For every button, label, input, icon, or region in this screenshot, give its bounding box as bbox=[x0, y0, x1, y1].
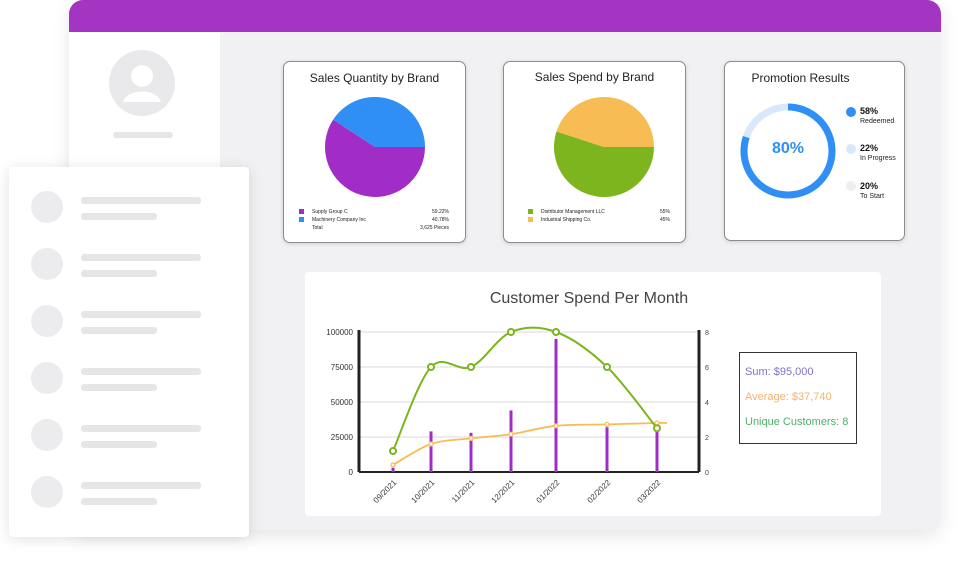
customers-point bbox=[467, 363, 475, 371]
redeemed-value: 58% bbox=[860, 106, 879, 116]
legend-swatch bbox=[299, 217, 304, 222]
customers-point bbox=[507, 328, 515, 336]
promotion-results-card[interactable]: Promotion Results 80% 58% Redeemed 22% I… bbox=[724, 61, 905, 241]
customers-point bbox=[552, 328, 560, 336]
right-tick-label: 4 bbox=[705, 400, 709, 407]
customers-point bbox=[603, 363, 611, 371]
stats-box: Sum: $95,000 Average: $37,740 Unique Cus… bbox=[739, 352, 857, 444]
chart-title: Customer Spend Per Month bbox=[490, 290, 688, 307]
average-point bbox=[390, 462, 396, 468]
user-icon bbox=[123, 65, 161, 102]
bar-10/2021 bbox=[429, 431, 433, 472]
left-tick-label: 50000 bbox=[331, 398, 354, 407]
to-start-label: To Start bbox=[860, 193, 885, 200]
x-tick-label: 02/2022 bbox=[586, 478, 613, 505]
bar-01/2022 bbox=[554, 339, 558, 472]
pie-slice-distributor bbox=[554, 131, 654, 197]
in-progress-value: 22% bbox=[860, 143, 879, 153]
redeemed-dot bbox=[846, 107, 856, 117]
x-tick-label: 09/2021 bbox=[372, 478, 399, 505]
right-tick-label: 0 bbox=[705, 470, 709, 477]
legend-swatch bbox=[299, 209, 304, 214]
stat-sum: Sum: $95,000 bbox=[745, 366, 814, 378]
avatar[interactable] bbox=[109, 50, 175, 116]
bar-02/2022 bbox=[605, 427, 609, 472]
pie-slice-supply-group bbox=[325, 119, 425, 197]
average-point bbox=[468, 435, 474, 441]
average-line bbox=[392, 421, 668, 466]
to-start-value: 20% bbox=[860, 181, 879, 191]
x-tick-label: 03/2022 bbox=[636, 478, 663, 505]
customers-point bbox=[653, 424, 661, 433]
list-item[interactable] bbox=[31, 362, 241, 394]
bar-12/2021 bbox=[509, 410, 513, 472]
right-tick-label: 8 bbox=[705, 330, 709, 337]
average-point bbox=[508, 431, 514, 437]
left-tick-label: 25000 bbox=[331, 433, 354, 442]
left-tick-label: 0 bbox=[349, 468, 354, 477]
list-item[interactable] bbox=[31, 305, 241, 337]
left-tick-label: 75000 bbox=[331, 363, 354, 372]
stat-average: Average: $37,740 bbox=[745, 391, 832, 403]
right-tick-label: 6 bbox=[705, 365, 709, 372]
quantity-pie-chart bbox=[325, 97, 425, 197]
customers-point bbox=[389, 447, 397, 455]
right-tick-label: 2 bbox=[705, 435, 709, 442]
sales-spend-card[interactable]: Sales Spend by Brand Distributor Managem… bbox=[503, 61, 686, 243]
card-title: Promotion Results bbox=[751, 71, 850, 85]
spend-pie-chart bbox=[554, 97, 654, 197]
x-tick-label: 12/2021 bbox=[490, 478, 517, 505]
customers-point bbox=[427, 363, 435, 371]
in-progress-label: In Progress bbox=[860, 155, 896, 162]
list-item[interactable] bbox=[31, 248, 241, 280]
card-title: Sales Spend by Brand bbox=[534, 70, 655, 84]
to-start-dot bbox=[846, 181, 856, 191]
donut-progress-arc bbox=[740, 103, 836, 199]
list-panel bbox=[9, 167, 249, 537]
pie-slice-industrial bbox=[556, 97, 654, 147]
redeemed-label: Redeemed bbox=[860, 118, 895, 125]
stat-unique-customers: Unique Customers: 8 bbox=[745, 416, 849, 428]
profile-name-placeholder bbox=[113, 132, 173, 138]
bar-09/2021 bbox=[391, 467, 395, 472]
legend-swatch bbox=[528, 209, 533, 214]
promotion-center-value: 80% bbox=[771, 140, 805, 157]
list-item[interactable] bbox=[31, 476, 241, 508]
pie-slice-machinery bbox=[333, 97, 425, 147]
average-point bbox=[428, 441, 434, 447]
list-item[interactable] bbox=[31, 191, 241, 223]
legend-swatch bbox=[528, 217, 533, 222]
left-tick-label: 100000 bbox=[326, 328, 353, 337]
promotion-donut-chart bbox=[740, 103, 836, 199]
x-tick-label: 10/2021 bbox=[410, 478, 437, 505]
customers-line bbox=[392, 326, 658, 452]
x-tick-label: 01/2022 bbox=[535, 478, 562, 505]
average-point bbox=[604, 421, 610, 427]
x-tick-label: 11/2021 bbox=[450, 478, 477, 505]
list-item[interactable] bbox=[31, 419, 241, 451]
bar-03/2022 bbox=[655, 430, 659, 472]
sales-quantity-card[interactable]: Sales Quantity by Brand Supply Group C 5… bbox=[283, 61, 466, 243]
in-progress-dot bbox=[846, 144, 856, 154]
bar-11/2021 bbox=[469, 432, 473, 472]
average-point bbox=[553, 423, 559, 429]
title-bar bbox=[69, 0, 941, 32]
card-title: Sales Quantity by Brand bbox=[309, 71, 440, 85]
